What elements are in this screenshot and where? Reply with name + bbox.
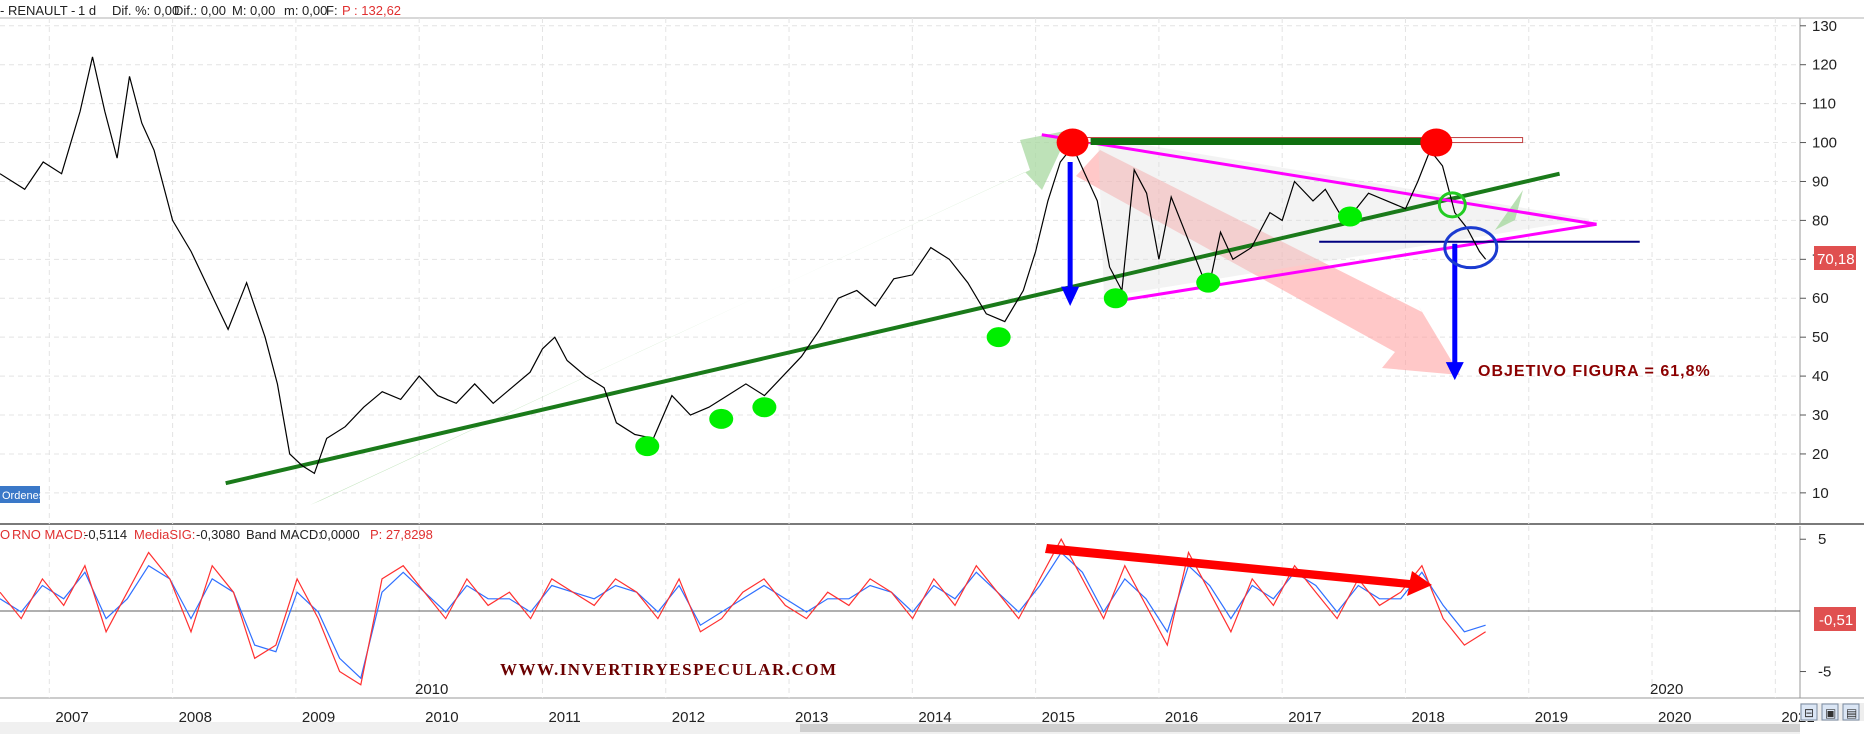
y-tick-label: 110	[1812, 96, 1836, 113]
x-tick-label: 2017	[1288, 709, 1321, 726]
x-tick-label: 2010	[425, 709, 458, 726]
header-p: P : 132,62	[342, 3, 401, 18]
bottom-marker	[635, 436, 660, 457]
top-marker	[1056, 128, 1089, 157]
macd-badge-value: -0,51	[1819, 612, 1853, 629]
markers	[635, 128, 1499, 457]
price-panel	[0, 18, 1800, 524]
y-tick-label: 30	[1812, 407, 1829, 424]
x-tick-label: 2018	[1411, 709, 1444, 726]
ordenes-label: Ordenes	[2, 490, 45, 502]
macd-header-signal-label: MediaSIG:	[134, 527, 195, 542]
x-tick-label: 2008	[179, 709, 212, 726]
header-dif: Dif.: 0,00	[174, 3, 226, 18]
x-tick-label: 2014	[918, 709, 951, 726]
target-arrowhead	[1445, 362, 1464, 381]
bottom-marker	[1338, 206, 1362, 227]
zoom-icon: ⊟	[1804, 706, 1814, 720]
y-tick-label: 60	[1812, 290, 1829, 307]
price-series	[0, 56, 1487, 475]
x-tick-label: 2016	[1165, 709, 1198, 726]
macd-header-prefix: O	[0, 527, 10, 542]
retest-circle	[1437, 191, 1467, 219]
y-tick-label: 80	[1812, 212, 1829, 229]
y-tick-label: 100	[1812, 135, 1837, 152]
macd-header-band-value: 0,0000	[320, 527, 360, 542]
triangle-top-line	[1041, 133, 1597, 226]
macd-y-tick-label: 5	[1818, 531, 1826, 548]
macd-series	[0, 537, 1486, 686]
breakdown-circle	[1443, 226, 1499, 270]
macd-divergence-arrow	[1045, 544, 1432, 596]
bottom-marker	[709, 408, 734, 429]
y-tick-label: 50	[1812, 329, 1829, 346]
x-tick-label: 2019	[1535, 709, 1568, 726]
watermark: WWW.INVERTIRYESPECULAR.COM	[500, 660, 838, 679]
annotation-lines	[225, 133, 1640, 486]
header-m-small: m: 0,00	[284, 3, 327, 18]
downtrend-arrow	[1076, 150, 1460, 375]
x-tick-label: 2007	[55, 709, 88, 726]
settings-button[interactable]	[1842, 703, 1860, 721]
y-tick-label: 90	[1812, 173, 1829, 190]
macd-header-signal-value: -0,3080	[196, 527, 240, 542]
bottom-marker	[1103, 288, 1128, 309]
macd-y-tick-label: -5	[1818, 664, 1831, 681]
macd-inner-year-label-2: 2020	[1650, 681, 1683, 698]
scrollbar-thumb[interactable]	[800, 724, 1800, 732]
y-tick-label: 40	[1812, 368, 1829, 385]
y-tick-label: 20	[1812, 446, 1829, 463]
zoom-button[interactable]	[1800, 703, 1818, 721]
price-y-axis: 102030405060708090100110120130	[1800, 18, 1837, 502]
triangle-bottom-line	[1109, 222, 1597, 304]
x-tick-label: 2009	[302, 709, 335, 726]
macd-header-value: -0,5114	[84, 527, 127, 542]
header-m: M: 0,00	[232, 3, 275, 18]
macd-y-axis: 5 -5	[1800, 531, 1831, 681]
save-button[interactable]	[1821, 703, 1839, 721]
x-tick-label: 2013	[795, 709, 828, 726]
bottom-marker	[986, 327, 1011, 348]
macd-inner-year-label: 2010	[415, 681, 448, 698]
bottom-marker	[1196, 272, 1221, 293]
macd-header-p: P: 27,8298	[370, 527, 433, 542]
macd-header-band-label: Band MACD:	[246, 527, 322, 542]
header-symbol: - RENAULT -	[0, 3, 75, 18]
price-badge-value: 70,18	[1817, 251, 1855, 268]
x-tick-label: 2011	[548, 709, 580, 726]
macd-badge	[1814, 607, 1856, 631]
macd-panel	[0, 526, 1800, 698]
time-x-axis: 2007 2008 2009 2010 2011 2012 2013 2014 2015 2016…	[55, 709, 1814, 726]
settings-icon: ▤	[1846, 706, 1857, 720]
ordenes-tab[interactable]	[0, 486, 40, 503]
price-badge	[1814, 246, 1856, 270]
macd-header-name: RNO MACD:	[12, 527, 86, 542]
support-line	[225, 171, 1561, 486]
save-icon: ▣	[1825, 706, 1836, 720]
header-dif-pct: Dif. %: 0,00	[112, 3, 179, 18]
header-timeframe: 1 d	[78, 3, 96, 18]
y-tick-label: 130	[1812, 18, 1837, 35]
x-tick-label: 2020	[1658, 709, 1691, 726]
grid	[0, 18, 1800, 698]
x-tick-label: 2012	[672, 709, 705, 726]
target-annotation: OBJETIVO FIGURA = 61,8%	[1478, 363, 1711, 380]
bottom-marker	[752, 397, 777, 418]
y-tick-label: 10	[1812, 485, 1829, 502]
drop-arrowhead	[1061, 286, 1080, 307]
header-f: F:	[326, 3, 338, 18]
y-tick-label: 120	[1812, 57, 1837, 74]
x-tick-label: 2015	[1042, 709, 1075, 726]
top-marker	[1420, 128, 1453, 157]
signal-series	[0, 551, 1486, 680]
